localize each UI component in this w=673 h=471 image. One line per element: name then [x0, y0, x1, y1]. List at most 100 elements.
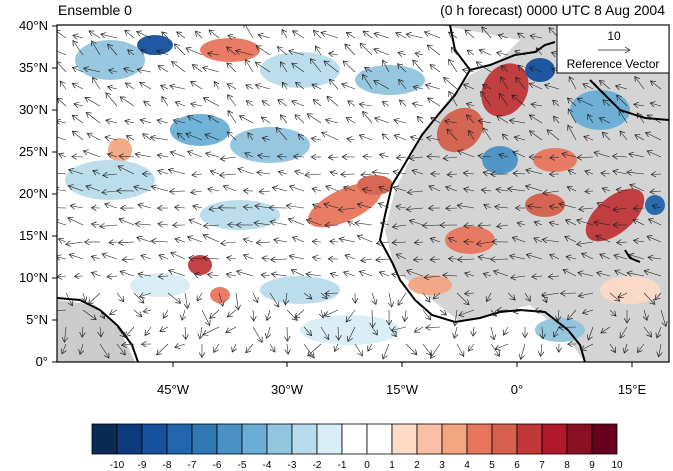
wind-vector — [138, 274, 152, 276]
wind-vector — [431, 118, 441, 124]
colorbar-label: -8 — [163, 460, 172, 471]
wind-vector — [396, 254, 407, 260]
wind-vector — [280, 62, 288, 73]
wind-vector — [463, 173, 475, 174]
wind-vector — [494, 271, 509, 277]
wind-vector — [585, 191, 594, 192]
wind-vector — [72, 157, 84, 158]
wind-vector — [311, 138, 322, 140]
wind-vector — [491, 326, 494, 340]
wind-vector — [227, 84, 237, 90]
wind-vector — [657, 326, 661, 338]
wind-vector — [464, 225, 475, 226]
colorbar-label: -7 — [188, 460, 197, 471]
wind-vector — [393, 187, 407, 191]
wind-vector — [374, 80, 390, 90]
wind-vector — [246, 343, 254, 353]
wind-vector — [464, 84, 475, 90]
wind-vector — [509, 120, 526, 123]
wind-vector — [106, 93, 118, 107]
wind-vector — [547, 130, 560, 141]
wind-vector — [417, 116, 424, 124]
wind-vector — [521, 343, 526, 359]
wind-vector — [635, 135, 645, 141]
lon-label: 45°W — [157, 382, 190, 397]
wind-vector — [534, 222, 543, 225]
wind-vector — [174, 44, 186, 56]
wind-vector — [57, 276, 67, 277]
wind-vector — [57, 30, 67, 39]
wind-vector — [363, 31, 373, 39]
wind-vector — [379, 203, 390, 209]
wind-vector — [582, 310, 594, 313]
wind-vector — [189, 258, 203, 259]
wind-vector — [429, 186, 441, 192]
wind-vector — [443, 275, 458, 276]
wind-vector — [329, 53, 339, 55]
wind-vector — [191, 82, 203, 90]
wind-vector — [415, 53, 424, 55]
wind-vector — [167, 292, 181, 303]
wind-vector — [602, 132, 611, 141]
wind-vector — [483, 274, 492, 276]
wind-vector — [529, 83, 543, 90]
wind-vector — [561, 293, 577, 294]
wind-vector — [354, 343, 363, 356]
wind-vector — [57, 309, 67, 312]
wind-vector — [594, 222, 611, 225]
wind-vector — [414, 242, 424, 243]
wind-vector — [518, 33, 526, 38]
wind-vector — [439, 310, 447, 315]
wind-vector — [103, 174, 118, 175]
wind-vector — [191, 191, 203, 193]
wind-vector — [467, 115, 475, 124]
wind-vector — [72, 67, 84, 73]
wind-vector — [228, 95, 237, 107]
colorbar-swatch — [391, 423, 418, 455]
wind-vector — [478, 121, 492, 123]
wind-vector — [581, 343, 594, 350]
wind-vector — [603, 100, 611, 107]
wind-vector — [201, 309, 210, 326]
wind-vector — [529, 131, 543, 141]
wind-vector — [563, 270, 577, 277]
wind-vector — [303, 326, 312, 336]
colorbar-swatch — [466, 423, 493, 455]
wind-vector — [108, 44, 118, 56]
wind-vector — [189, 220, 203, 226]
wind-vector — [458, 151, 475, 158]
wind-vector — [344, 187, 356, 191]
wind-vector — [271, 259, 288, 260]
colorbar-label: 7 — [539, 460, 545, 471]
wind-vector — [548, 276, 560, 277]
wind-vector — [226, 274, 237, 276]
wind-vector — [518, 65, 526, 73]
wind-vector — [584, 136, 594, 140]
wind-vector — [186, 48, 203, 56]
wind-vector — [175, 102, 186, 106]
wind-vector — [227, 258, 237, 260]
wind-vector — [585, 171, 594, 174]
wind-vector — [637, 343, 645, 353]
wind-vector — [422, 292, 430, 302]
wind-vector — [648, 257, 662, 259]
wind-vector — [102, 254, 118, 260]
wind-vector — [637, 113, 645, 124]
wind-vector — [277, 47, 288, 56]
wind-vector — [609, 292, 620, 301]
wind-vector — [274, 240, 288, 242]
wind-vector — [389, 292, 392, 307]
wind-vector — [236, 292, 238, 310]
wind-vector — [324, 61, 339, 73]
wind-vector — [619, 110, 628, 124]
wind-vector — [430, 343, 441, 358]
wind-vector — [272, 187, 288, 191]
wind-vector — [339, 239, 356, 242]
wind-vector — [70, 206, 84, 208]
wind-vector — [647, 115, 662, 124]
wind-vector — [306, 220, 322, 226]
lat-tick: 40°N — [19, 18, 57, 33]
colorbar-swatch — [91, 423, 118, 455]
wind-vector — [313, 257, 322, 259]
